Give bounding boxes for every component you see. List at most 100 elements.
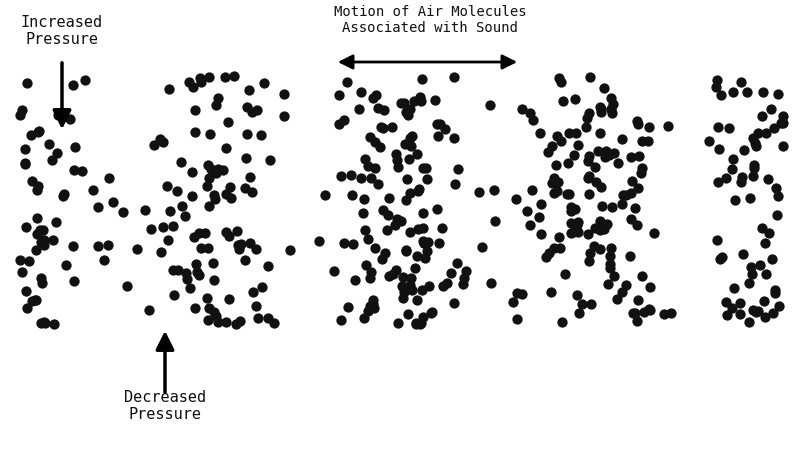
Point <box>582 257 595 265</box>
Point <box>544 288 557 295</box>
Point <box>642 124 655 131</box>
Point <box>220 318 233 325</box>
Point <box>178 212 191 220</box>
Point <box>189 305 202 312</box>
Point <box>662 122 674 130</box>
Point <box>721 312 734 319</box>
Point <box>417 224 430 231</box>
Point <box>66 81 79 88</box>
Point <box>397 286 410 293</box>
Point <box>22 258 35 265</box>
Point <box>390 150 402 158</box>
Point <box>515 290 528 297</box>
Point <box>106 198 119 206</box>
Point <box>534 231 547 238</box>
Point <box>627 310 640 317</box>
Point <box>601 220 614 228</box>
Point <box>554 244 566 251</box>
Point <box>583 172 596 179</box>
Point <box>605 94 618 101</box>
Point <box>408 265 421 272</box>
Point <box>360 261 373 268</box>
Point <box>76 167 89 175</box>
Point <box>390 216 403 223</box>
Point <box>747 135 760 142</box>
Point <box>377 124 390 131</box>
Point <box>746 172 759 180</box>
Point <box>711 123 724 130</box>
Point <box>338 117 350 124</box>
Point <box>458 274 470 281</box>
Point <box>606 101 619 108</box>
Point <box>312 237 325 244</box>
Point <box>594 218 607 225</box>
Point <box>258 80 270 87</box>
Point <box>616 135 629 142</box>
Point <box>421 247 434 254</box>
Point <box>552 179 565 186</box>
Point <box>31 128 44 135</box>
Point <box>634 169 647 176</box>
Point <box>565 230 578 237</box>
Point <box>156 224 169 231</box>
Point <box>386 123 398 130</box>
Point <box>584 249 597 256</box>
Point <box>19 223 32 230</box>
Point <box>595 183 608 190</box>
Point <box>484 101 497 108</box>
Point <box>582 190 595 198</box>
Point <box>546 142 558 149</box>
Point <box>367 94 380 101</box>
Point <box>552 234 565 241</box>
Point <box>420 240 433 247</box>
Point <box>571 141 584 149</box>
Point <box>644 284 657 291</box>
Point <box>201 182 214 189</box>
Point <box>777 120 790 127</box>
Point <box>729 196 742 203</box>
Point <box>636 165 649 172</box>
Point <box>374 144 386 151</box>
Point <box>403 282 416 289</box>
Point <box>262 314 275 321</box>
Point <box>386 270 399 278</box>
Point <box>414 320 426 328</box>
Point <box>16 107 29 114</box>
Point <box>144 225 157 233</box>
Point <box>267 320 280 327</box>
Point <box>402 310 414 318</box>
Point <box>417 209 430 216</box>
Point <box>750 143 762 150</box>
Point <box>765 105 778 112</box>
Point <box>754 261 766 269</box>
Point <box>566 228 579 235</box>
Point <box>594 245 606 252</box>
Point <box>47 320 60 328</box>
Point <box>584 301 597 308</box>
Point <box>366 300 379 307</box>
Point <box>193 271 206 279</box>
Point <box>25 131 38 139</box>
Point <box>402 111 414 118</box>
Point <box>244 239 257 246</box>
Point <box>18 160 31 167</box>
Point <box>398 140 411 147</box>
Point <box>438 126 451 133</box>
Point <box>405 142 418 149</box>
Point <box>460 267 473 274</box>
Point <box>189 107 202 114</box>
Point <box>192 230 205 237</box>
Point <box>346 240 359 248</box>
Point <box>207 309 220 316</box>
Point <box>392 164 405 171</box>
Point <box>262 262 274 270</box>
Point <box>37 226 50 234</box>
Point <box>771 91 784 98</box>
Point <box>395 100 408 107</box>
Point <box>50 219 62 226</box>
Point <box>756 225 769 232</box>
Point <box>567 152 580 159</box>
Point <box>26 297 39 304</box>
Point <box>572 310 585 317</box>
Point <box>750 308 762 315</box>
